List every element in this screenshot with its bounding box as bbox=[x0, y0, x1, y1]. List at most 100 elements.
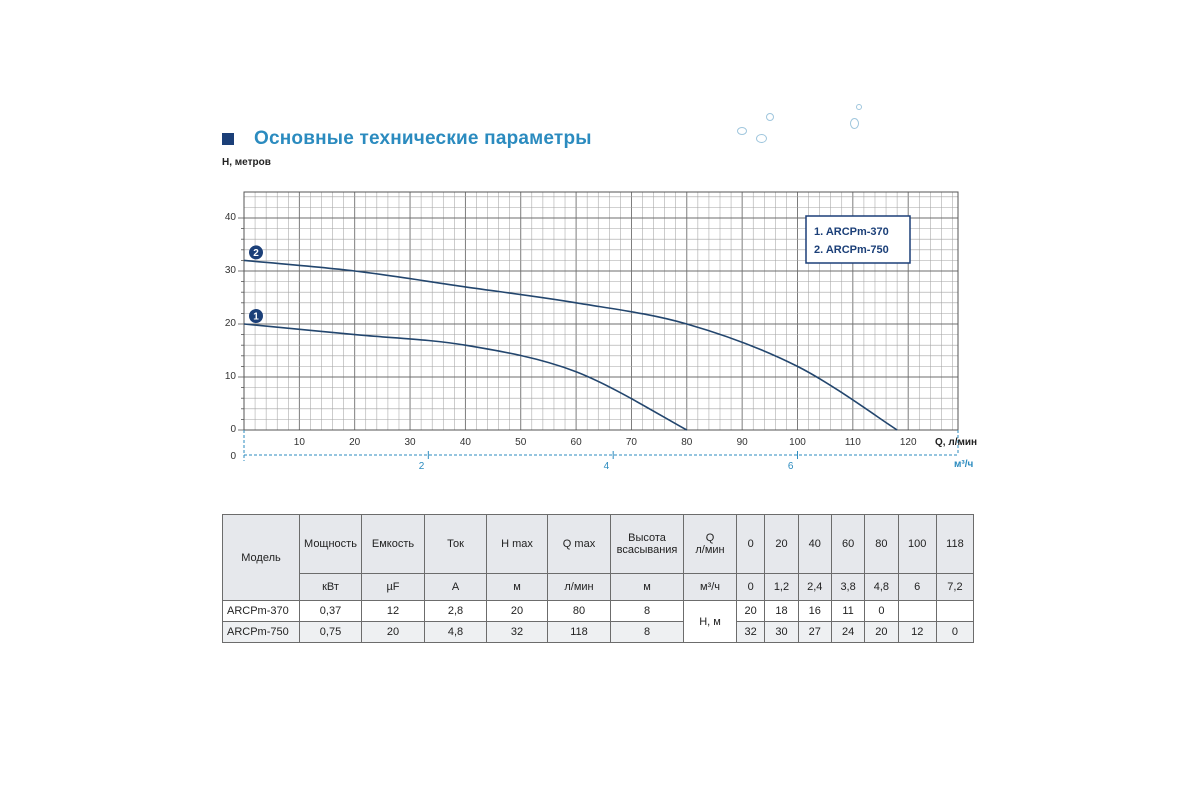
y-axis-label: H, метров bbox=[222, 157, 271, 168]
header-q-line2: л/мин bbox=[695, 544, 725, 556]
row-h-value: 0 bbox=[864, 600, 899, 622]
y-tick-label: 0 bbox=[230, 424, 236, 435]
unit-hmax: м bbox=[486, 573, 548, 601]
header-q-line1: Q bbox=[705, 532, 715, 544]
y-tick-label: 10 bbox=[225, 371, 237, 382]
water-drop-decoration bbox=[737, 127, 747, 135]
row-hmax: 20 bbox=[486, 600, 548, 622]
table-header-row: Модель Мощность Емкость Ток H max Q max … bbox=[222, 514, 975, 601]
curve-marker-label-1: 1 bbox=[253, 312, 259, 323]
header-model: Модель bbox=[222, 514, 300, 601]
curve-1 bbox=[243, 323, 688, 431]
unit-q-point: 4,8 bbox=[864, 573, 899, 601]
x-axis-label: Q, л/мин bbox=[935, 437, 977, 448]
row-model: ARCPm-370 bbox=[222, 600, 300, 622]
tick-labels: 10 20 30 40 50 60 70 80 90 100 110 120 0 10 20 30 40 0 2 4 6 bbox=[225, 212, 917, 472]
x2-tick-label: 6 bbox=[788, 461, 794, 472]
x2-tick-label: 2 bbox=[419, 461, 425, 472]
header-qmax: Q max bbox=[547, 514, 611, 574]
row-h-value: 11 bbox=[830, 600, 866, 622]
table-row: ARCPm-370 0,37 12 2,8 20 80 8 H, м 20 18… bbox=[222, 600, 975, 643]
unit-qmax: л/мин bbox=[547, 573, 611, 601]
unit-capacitance: µF bbox=[361, 573, 425, 601]
x-tick-label: 20 bbox=[349, 437, 361, 448]
x-tick-label: 50 bbox=[515, 437, 527, 448]
row-suction: 8 bbox=[610, 600, 684, 622]
header-power: Мощность bbox=[299, 514, 362, 574]
header-q-point: 20 bbox=[764, 514, 799, 574]
y-tick-label: 30 bbox=[225, 265, 237, 276]
h-label-cell: H, м bbox=[683, 600, 737, 643]
x2-axis-label: м³/ч bbox=[954, 459, 974, 470]
row-current: 4,8 bbox=[424, 621, 487, 643]
header-capacitance: Емкость bbox=[361, 514, 425, 574]
header-q-point: 60 bbox=[830, 514, 866, 574]
row-qmax: 80 bbox=[547, 600, 611, 622]
square-bullet-icon bbox=[222, 133, 234, 145]
pump-performance-chart: 10 20 30 40 50 60 70 80 90 100 110 120 0 10 20 30 40 0 2 4 6… bbox=[222, 157, 977, 472]
x-tick-label: 80 bbox=[681, 437, 693, 448]
unit-current: A bbox=[424, 573, 487, 601]
row-hmax: 32 bbox=[486, 621, 548, 643]
unit-q-point: 7,2 bbox=[935, 573, 975, 601]
curve-marker-2 bbox=[249, 245, 263, 260]
section-title: Основные технические параметры bbox=[254, 128, 592, 149]
section-header: Основные технические параметры bbox=[222, 128, 592, 150]
unit-q-point: 1,2 bbox=[764, 573, 799, 601]
legend-box bbox=[805, 215, 911, 264]
row-h-value: 20 bbox=[864, 621, 899, 643]
table-units-row: кВт µF A м л/мин м м³/ч 0 1,2 2,4 3,8 4,… bbox=[223, 573, 975, 601]
legend-entry-1: 1. ARCPm-370 bbox=[814, 226, 889, 238]
row-h-value bbox=[935, 600, 975, 622]
header-q-point: 80 bbox=[864, 514, 899, 574]
plot-frame bbox=[243, 191, 959, 431]
x-tick-label: 30 bbox=[404, 437, 416, 448]
chart-legend: 1. ARCPm-370 2. ARCPm-750 bbox=[805, 215, 911, 264]
row-current: 2,8 bbox=[424, 600, 487, 622]
unit-suction: м bbox=[610, 573, 684, 601]
row-h-value: 12 bbox=[897, 621, 937, 643]
unit-q-point: 6 bbox=[897, 573, 937, 601]
header-q-point: 100 bbox=[897, 514, 937, 574]
row-power: 0,37 bbox=[299, 600, 362, 622]
curve-marker-1 bbox=[249, 309, 263, 323]
row-h-value: 18 bbox=[764, 600, 799, 622]
x-tick-label: 110 bbox=[845, 437, 861, 448]
header-q-point: 118 bbox=[935, 514, 975, 574]
row-h-value: 30 bbox=[764, 621, 799, 643]
row-h-value: 16 bbox=[797, 600, 832, 622]
curve-2 bbox=[243, 259, 898, 431]
row-power: 0,75 bbox=[299, 621, 362, 643]
row-h-value: 0 bbox=[935, 621, 975, 643]
curve-marker-label-2: 2 bbox=[253, 248, 259, 259]
table-row: ARCPm-750 0,75 20 4,8 32 118 8 32 30 27 … bbox=[222, 621, 975, 643]
row-h-value: 24 bbox=[830, 621, 866, 643]
curves: 12 bbox=[243, 245, 898, 431]
water-drop-decoration bbox=[850, 118, 859, 129]
legend-entry-2: 2. ARCPm-750 bbox=[814, 244, 889, 256]
water-drop-decoration bbox=[856, 104, 862, 110]
specifications-table: Модель Мощность Емкость Ток H max Q max … bbox=[222, 514, 975, 643]
unit-q-m3: м³/ч bbox=[683, 573, 737, 601]
row-qmax: 118 bbox=[547, 621, 611, 643]
header-q-point: 0 bbox=[735, 514, 766, 574]
x-tick-label: 90 bbox=[737, 437, 749, 448]
x-tick-label: 100 bbox=[789, 437, 806, 448]
row-h-value: 27 bbox=[797, 621, 832, 643]
row-capacitance: 12 bbox=[361, 600, 425, 622]
x2-tick-label: 4 bbox=[604, 461, 610, 472]
x-tick-label: 70 bbox=[626, 437, 638, 448]
row-capacitance: 20 bbox=[361, 621, 425, 643]
unit-q-point: 2,4 bbox=[797, 573, 832, 601]
header-suction-line1: Высота bbox=[628, 532, 666, 544]
chart-axes bbox=[238, 191, 959, 461]
row-h-value: 20 bbox=[735, 600, 766, 622]
x-tick-label: 120 bbox=[900, 437, 917, 448]
x-tick-label: 10 bbox=[294, 437, 306, 448]
row-model: ARCPm-750 bbox=[222, 621, 300, 643]
unit-q-point: 3,8 bbox=[830, 573, 866, 601]
x-tick-label: 60 bbox=[571, 437, 583, 448]
water-drop-decoration bbox=[766, 113, 774, 121]
header-suction: Высота всасывания bbox=[610, 514, 684, 574]
x2-tick-label: 0 bbox=[230, 451, 236, 462]
